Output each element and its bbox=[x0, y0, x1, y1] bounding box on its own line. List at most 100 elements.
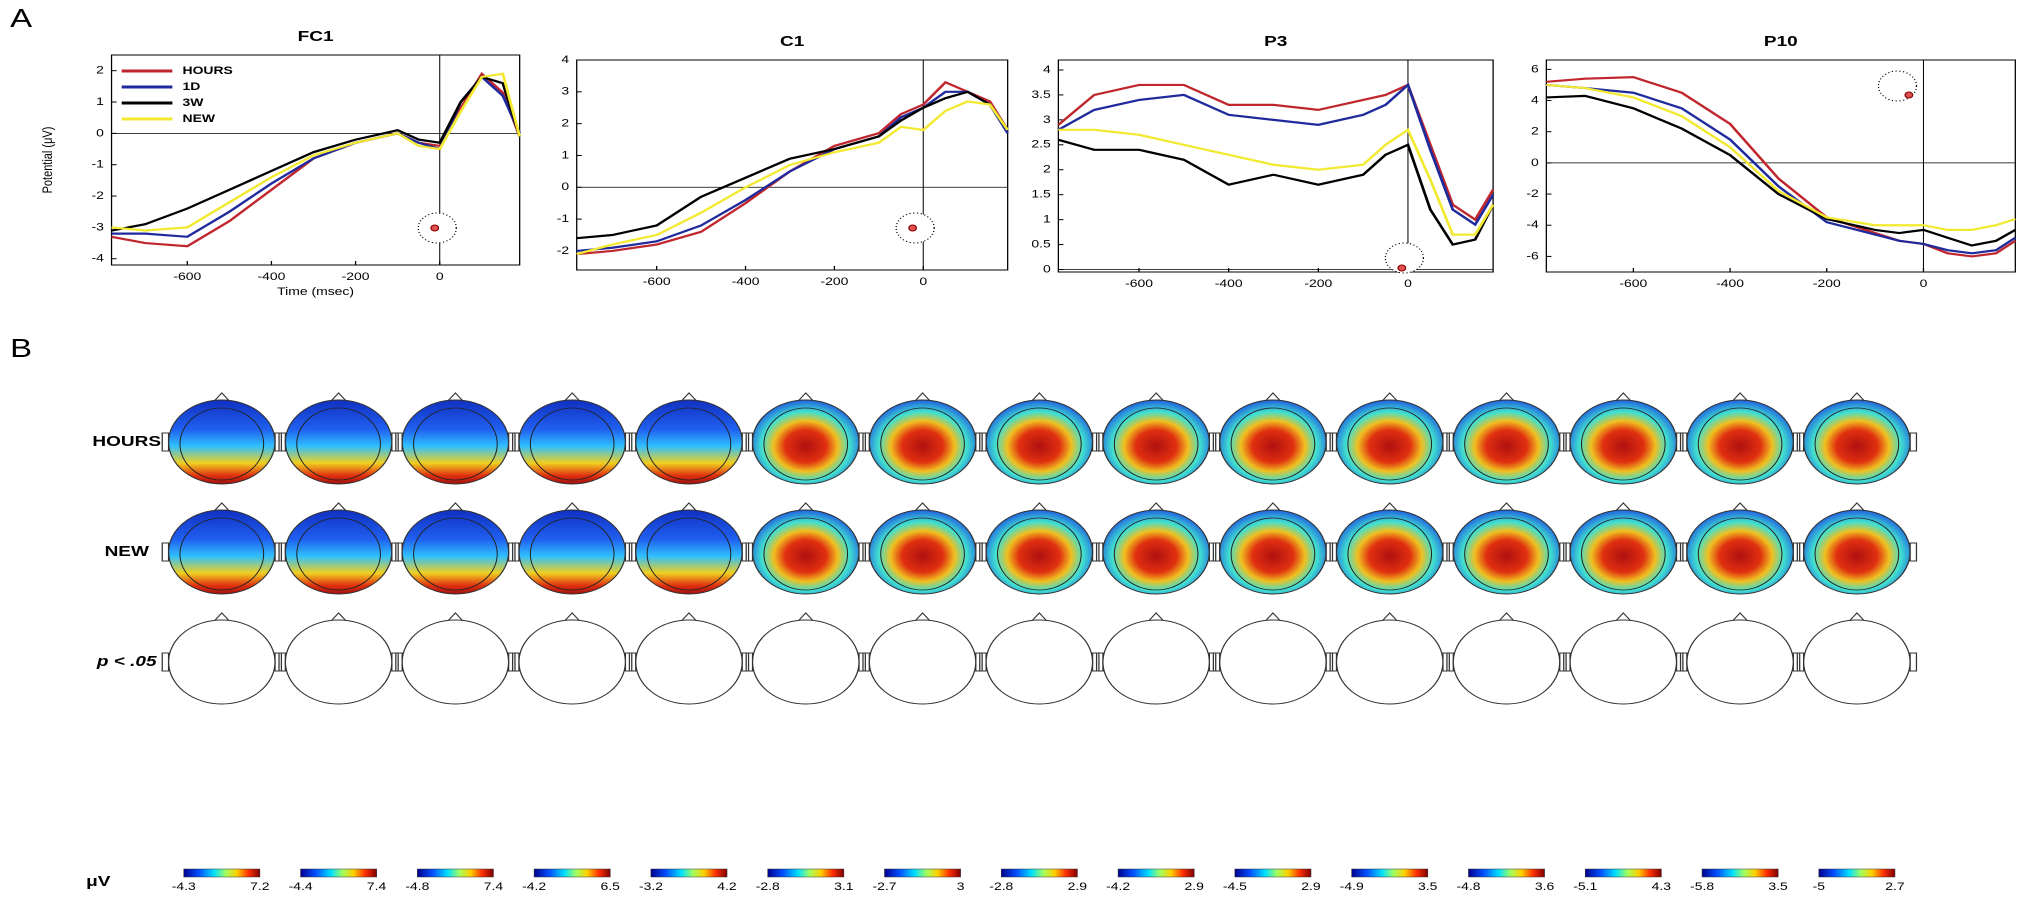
scalp-outline bbox=[413, 407, 498, 481]
scalp-outline bbox=[1347, 517, 1433, 591]
topomap bbox=[1335, 399, 1444, 485]
scalp-outline bbox=[646, 517, 732, 591]
panel-label: A bbox=[10, 4, 32, 33]
topomap bbox=[1803, 509, 1911, 595]
x-tick-label: -400 bbox=[257, 270, 285, 282]
head-ear bbox=[975, 432, 983, 452]
legend-label: 3W bbox=[183, 96, 204, 108]
colorbar bbox=[1351, 868, 1429, 878]
colorbar bbox=[884, 868, 961, 878]
scalp-outline bbox=[1814, 517, 1900, 591]
chart-title: P10 bbox=[1764, 33, 1798, 50]
topomap bbox=[985, 509, 1094, 595]
head-ear bbox=[1563, 652, 1571, 672]
head-nose bbox=[1498, 502, 1515, 512]
head-ear bbox=[1796, 542, 1805, 562]
colorbar bbox=[417, 868, 494, 878]
head-nose bbox=[213, 502, 230, 512]
head-ear bbox=[1325, 652, 1334, 672]
y-tick-label: 2 bbox=[1531, 125, 1539, 137]
topomap bbox=[1803, 399, 1911, 485]
head-ear bbox=[1559, 432, 1567, 452]
x-tick-label: -600 bbox=[1125, 277, 1153, 289]
head-ear bbox=[395, 542, 403, 562]
head-ear bbox=[1446, 652, 1454, 672]
topomap bbox=[1452, 619, 1561, 705]
topomap bbox=[751, 399, 860, 485]
topomap bbox=[1102, 509, 1211, 595]
colorbar bbox=[650, 868, 728, 878]
x-tick-label: -600 bbox=[643, 275, 671, 287]
head-ear bbox=[979, 652, 987, 672]
x-tick-label: -600 bbox=[1619, 277, 1647, 289]
head-nose bbox=[1731, 392, 1749, 402]
scalp-outline bbox=[763, 407, 849, 481]
head-ear bbox=[858, 432, 866, 452]
head-ear bbox=[624, 432, 633, 452]
electrode-dot bbox=[1904, 91, 1914, 99]
head-ear bbox=[507, 652, 516, 672]
head-nose bbox=[1498, 612, 1515, 622]
head-ear bbox=[741, 432, 750, 452]
scalp-outline bbox=[997, 407, 1082, 481]
series-line bbox=[1546, 83, 2016, 232]
topomap bbox=[1569, 509, 1678, 595]
head-ear bbox=[274, 542, 283, 562]
head-nose bbox=[1848, 392, 1865, 402]
colorbar-min: -5.1 bbox=[1573, 880, 1597, 892]
colorbar-min: -4.5 bbox=[1223, 880, 1247, 892]
head-ear bbox=[278, 432, 287, 452]
topomap bbox=[1686, 619, 1794, 705]
electrode-head bbox=[1384, 242, 1425, 274]
head-nose bbox=[1148, 612, 1165, 622]
head-ear bbox=[628, 542, 637, 562]
plot-frame bbox=[110, 54, 521, 266]
head-ear bbox=[1679, 542, 1688, 562]
head-nose bbox=[1264, 502, 1282, 512]
head-nose bbox=[1498, 392, 1515, 402]
head-nose bbox=[1615, 392, 1632, 402]
head-ear bbox=[1559, 542, 1567, 562]
head-nose bbox=[1264, 612, 1282, 622]
head-ear bbox=[278, 652, 287, 672]
colorbar-min: -4.3 bbox=[172, 880, 196, 892]
topomap bbox=[1102, 399, 1211, 485]
head-nose bbox=[1615, 612, 1632, 622]
head-ear bbox=[511, 542, 520, 562]
head-ear bbox=[274, 432, 283, 452]
colorbar-max: 2.9 bbox=[1184, 880, 1203, 892]
scalp-outline bbox=[1814, 407, 1900, 481]
head-ear bbox=[511, 652, 520, 672]
topomap bbox=[1686, 399, 1794, 485]
head-ear bbox=[1095, 652, 1104, 672]
topomap bbox=[1452, 509, 1561, 595]
series-line bbox=[111, 72, 522, 232]
x-tick-label: 0 bbox=[436, 270, 444, 282]
head-nose bbox=[1381, 392, 1398, 402]
head-nose bbox=[447, 392, 464, 402]
series-line bbox=[1057, 83, 1495, 222]
head-ear bbox=[628, 432, 637, 452]
colorbar bbox=[183, 868, 261, 878]
topomap bbox=[518, 619, 627, 705]
head-ear bbox=[1329, 652, 1338, 672]
y-tick-label: 0 bbox=[561, 181, 569, 193]
scalp-outline bbox=[529, 407, 615, 481]
y-tick-label: -4 bbox=[1526, 219, 1538, 231]
scalp-outline bbox=[1697, 517, 1783, 591]
topomap bbox=[401, 509, 510, 595]
panel-label: B bbox=[10, 334, 32, 363]
scalp-outline bbox=[997, 517, 1082, 591]
electrode-dot bbox=[908, 224, 918, 232]
head-ear bbox=[624, 542, 633, 562]
topomap bbox=[1219, 619, 1327, 705]
topomap bbox=[985, 619, 1094, 705]
electrode-dot bbox=[1397, 264, 1407, 272]
scalp-outline bbox=[646, 407, 732, 481]
head-ear bbox=[1792, 432, 1801, 452]
y-tick-label: 4 bbox=[1531, 94, 1539, 106]
head-ear bbox=[511, 432, 520, 452]
series-line bbox=[576, 90, 1009, 240]
y-tick-label: -3 bbox=[92, 221, 104, 233]
colorbar-max: 7.2 bbox=[250, 880, 269, 892]
